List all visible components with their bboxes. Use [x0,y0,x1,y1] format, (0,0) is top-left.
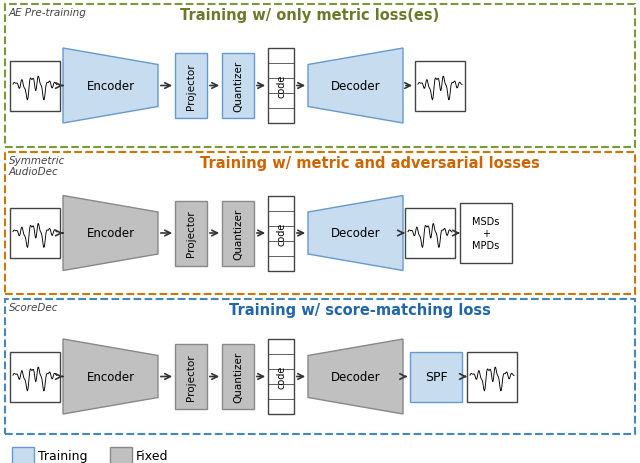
Polygon shape [63,196,158,271]
Bar [175,201,207,266]
Text: Training w/ score-matching loss: Training w/ score-matching loss [229,302,491,317]
Polygon shape [63,339,158,414]
Text: Training: Training [38,450,88,463]
Polygon shape [308,196,403,271]
Bar [405,208,455,258]
Bar [5,153,635,294]
Bar [175,344,207,409]
Text: Decoder: Decoder [331,80,380,93]
Text: AudioDec: AudioDec [9,167,59,176]
Text: ScoreDec: ScoreDec [9,302,58,313]
Text: Quantizer: Quantizer [233,208,243,259]
Text: Encoder: Encoder [86,80,134,93]
Bar [222,344,254,409]
Text: code: code [276,222,286,245]
Text: Training w/ only metric loss(es): Training w/ only metric loss(es) [180,8,440,23]
Text: Symmetric: Symmetric [9,156,65,166]
Bar [467,352,517,401]
Bar [415,62,465,111]
Text: Fixed: Fixed [136,450,168,463]
Bar [268,196,294,271]
Text: Projector: Projector [186,210,196,257]
Text: Training w/ metric and adversarial losses: Training w/ metric and adversarial losse… [200,156,540,171]
Text: Encoder: Encoder [86,370,134,383]
Text: Quantizer: Quantizer [233,61,243,112]
Bar [5,300,635,434]
Bar [10,208,60,258]
Text: Quantizer: Quantizer [233,351,243,402]
Text: MSDs
+
MPDs: MSDs + MPDs [472,217,500,250]
Bar [268,339,294,414]
Text: Decoder: Decoder [331,227,380,240]
Bar [10,62,60,111]
Bar [268,49,294,124]
Text: SPF: SPF [425,370,447,383]
Text: AE Pre-training: AE Pre-training [9,8,87,18]
Polygon shape [63,49,158,124]
Bar [222,201,254,266]
Bar [222,54,254,119]
Bar [5,5,635,148]
Text: Decoder: Decoder [331,370,380,383]
Text: code: code [276,75,286,98]
Bar [175,54,207,119]
Bar [10,352,60,401]
Polygon shape [308,339,403,414]
Bar [410,352,462,401]
Polygon shape [308,49,403,124]
Text: Projector: Projector [186,353,196,400]
Text: code: code [276,365,286,388]
Bar [110,447,132,463]
Text: Projector: Projector [186,63,196,110]
Text: Encoder: Encoder [86,227,134,240]
Bar [12,447,34,463]
Bar [460,204,512,263]
